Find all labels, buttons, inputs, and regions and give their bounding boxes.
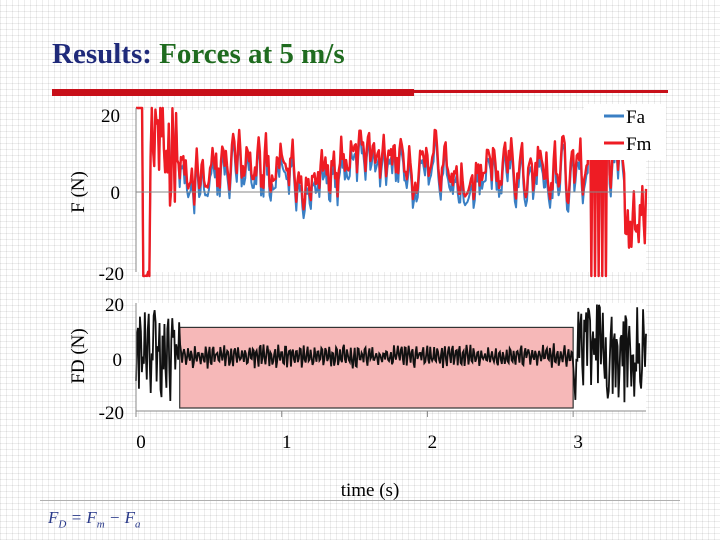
legend-box <box>584 104 666 160</box>
xtick-0: 0 <box>136 432 146 453</box>
series-line-fd <box>135 304 647 403</box>
top-ytick-0: 0 <box>111 183 121 204</box>
legend-label-fa: Fa <box>626 107 646 128</box>
xtick-2: 2 <box>428 432 438 453</box>
legend-label-fm: Fm <box>626 134 652 155</box>
slide-title: Results: Forces at 5 m/s <box>52 38 345 71</box>
top-series-group <box>136 106 648 278</box>
formula-lhs-var: F <box>48 508 59 527</box>
bottom-ytick-20: 20 <box>105 295 124 316</box>
top-ytick-20: 20 <box>101 106 120 127</box>
bottom-ytick-neg20: -20 <box>99 403 124 424</box>
formula-lhs-sub: D <box>58 518 67 531</box>
bottom-xlabel: time (s) <box>341 480 400 501</box>
title-underline-thin <box>414 90 668 93</box>
title-underline <box>52 89 414 96</box>
title-accent: Forces at 5 m/s <box>159 38 345 70</box>
series-line-fm <box>136 106 648 278</box>
title-prefix: Results: <box>52 38 152 70</box>
formula-rhs1-sub: m <box>96 518 105 531</box>
legend: Fa Fm <box>584 104 666 160</box>
xtick-1: 1 <box>282 432 292 453</box>
footer-rule <box>40 500 680 501</box>
bottom-ytick-0: 0 <box>113 350 123 371</box>
formula-rhs1-var: F <box>86 508 97 527</box>
fd-highlight-region <box>179 326 574 409</box>
bottom-series-group <box>135 304 647 403</box>
formula-op: − <box>104 508 125 527</box>
formula-eq: = <box>66 508 87 527</box>
bottom-ylabel: FD (N) <box>68 328 89 383</box>
top-ylabel: F (N) <box>68 171 89 213</box>
top-ytick-neg20: -20 <box>99 264 124 285</box>
fd-formula: FD = Fm − Fa <box>48 508 141 530</box>
xtick-3: 3 <box>573 432 583 453</box>
axis-ticks <box>135 411 574 417</box>
formula-rhs2-var: F <box>124 508 136 527</box>
formula-rhs2-sub: a <box>135 518 141 531</box>
